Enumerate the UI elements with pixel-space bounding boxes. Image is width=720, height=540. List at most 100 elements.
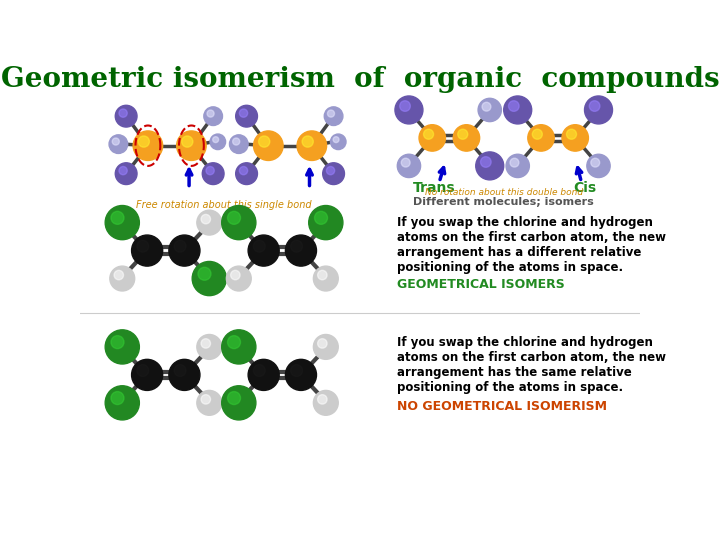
Circle shape (248, 235, 279, 266)
Circle shape (204, 107, 222, 125)
Text: GEOMETRICAL ISOMERS: GEOMETRICAL ISOMERS (397, 278, 565, 291)
Circle shape (239, 166, 248, 175)
Circle shape (105, 206, 140, 240)
Circle shape (169, 235, 200, 266)
Circle shape (253, 131, 283, 160)
Circle shape (207, 110, 214, 117)
Circle shape (482, 102, 491, 111)
Circle shape (201, 339, 210, 348)
Circle shape (228, 392, 240, 404)
Circle shape (315, 211, 328, 224)
Circle shape (395, 96, 423, 124)
Circle shape (253, 240, 265, 252)
Circle shape (400, 101, 410, 111)
Circle shape (222, 330, 256, 364)
Circle shape (111, 336, 124, 349)
Circle shape (228, 211, 240, 224)
Circle shape (174, 364, 186, 376)
Circle shape (138, 136, 149, 147)
Circle shape (253, 364, 265, 376)
Circle shape (137, 364, 149, 376)
Circle shape (115, 163, 137, 185)
Circle shape (532, 129, 542, 139)
Circle shape (528, 125, 554, 151)
Circle shape (291, 364, 302, 376)
Circle shape (585, 96, 613, 124)
Circle shape (508, 101, 519, 111)
Circle shape (239, 109, 248, 117)
Circle shape (202, 163, 224, 185)
Circle shape (235, 105, 258, 127)
Circle shape (567, 129, 577, 139)
Circle shape (401, 158, 410, 167)
Circle shape (318, 339, 327, 348)
Circle shape (419, 125, 446, 151)
Circle shape (212, 137, 219, 143)
Circle shape (119, 166, 127, 175)
Text: Cis: Cis (574, 181, 597, 194)
Circle shape (328, 110, 335, 117)
Circle shape (330, 134, 346, 150)
Text: Geometric isomerism  of  organic  compounds: Geometric isomerism of organic compounds (1, 66, 719, 93)
Circle shape (197, 210, 222, 235)
Circle shape (248, 359, 279, 390)
Circle shape (133, 131, 163, 160)
Circle shape (423, 129, 433, 139)
Circle shape (201, 214, 210, 224)
Circle shape (324, 107, 343, 125)
Text: Different molecules; isomers: Different molecules; isomers (413, 197, 594, 207)
Text: NO GEOMETRICAL ISOMERISM: NO GEOMETRICAL ISOMERISM (397, 400, 607, 413)
Circle shape (230, 271, 240, 280)
Circle shape (309, 206, 343, 240)
Circle shape (233, 138, 240, 145)
Circle shape (333, 137, 339, 143)
Text: If you swap the chlorine and hydrogen
atoms on the first carbon atom, the new
ar: If you swap the chlorine and hydrogen at… (397, 336, 666, 394)
Circle shape (591, 158, 600, 167)
Circle shape (510, 158, 519, 167)
Circle shape (105, 386, 140, 420)
Circle shape (109, 135, 127, 153)
Circle shape (110, 266, 135, 291)
Circle shape (453, 125, 480, 151)
Circle shape (201, 395, 210, 404)
Circle shape (313, 334, 338, 359)
Circle shape (291, 240, 302, 252)
Circle shape (323, 163, 344, 185)
Circle shape (176, 131, 206, 160)
Circle shape (285, 359, 317, 390)
Circle shape (105, 330, 140, 364)
Circle shape (210, 134, 225, 150)
Circle shape (318, 271, 327, 280)
Circle shape (115, 105, 137, 127)
Circle shape (562, 125, 588, 151)
Circle shape (258, 136, 270, 147)
Circle shape (169, 359, 200, 390)
Circle shape (222, 386, 256, 420)
Circle shape (235, 163, 258, 185)
Circle shape (478, 98, 501, 122)
Text: No rotation about this double bond: No rotation about this double bond (425, 188, 582, 198)
Circle shape (197, 390, 222, 415)
Circle shape (137, 240, 149, 252)
Circle shape (313, 266, 338, 291)
Circle shape (132, 359, 163, 390)
Circle shape (297, 131, 327, 160)
Circle shape (206, 166, 215, 175)
Circle shape (506, 154, 529, 178)
Circle shape (111, 392, 124, 404)
Circle shape (318, 395, 327, 404)
Circle shape (285, 235, 317, 266)
Circle shape (119, 109, 127, 117)
Circle shape (587, 154, 610, 178)
Circle shape (197, 334, 222, 359)
Circle shape (228, 336, 240, 349)
Circle shape (397, 154, 420, 178)
Circle shape (114, 271, 124, 280)
Circle shape (313, 390, 338, 415)
Circle shape (222, 206, 256, 240)
Circle shape (226, 266, 251, 291)
Circle shape (174, 240, 186, 252)
Circle shape (476, 152, 504, 180)
Circle shape (589, 101, 600, 111)
Circle shape (458, 129, 468, 139)
